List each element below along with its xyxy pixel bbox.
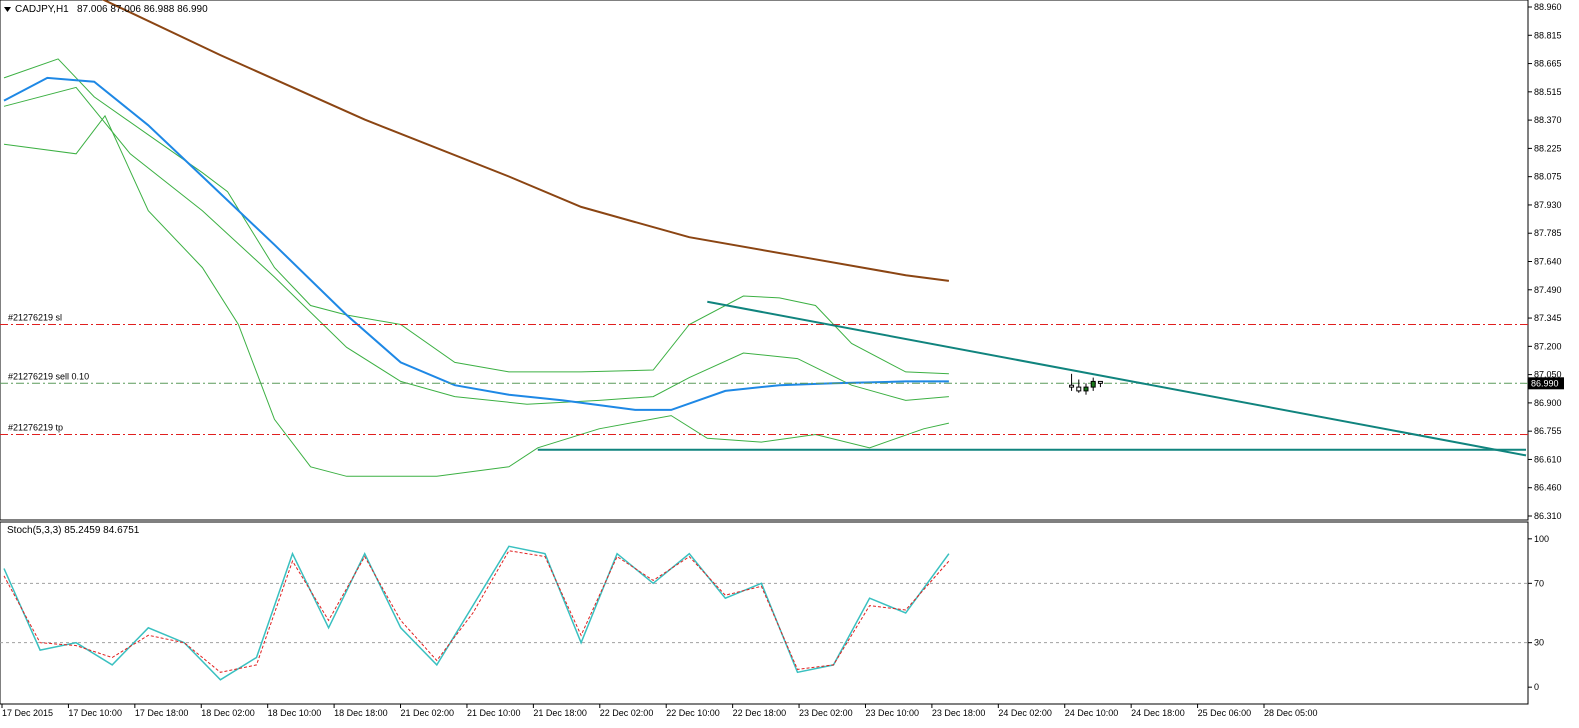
x-tick-label: 17 Dec 2015 xyxy=(2,708,53,718)
y-tick-label: 88.370 xyxy=(1534,115,1562,125)
slow-moving-average xyxy=(101,0,950,282)
x-tick-label: 24 Dec 10:00 xyxy=(1065,708,1119,718)
y-tick-label: 88.960 xyxy=(1534,2,1562,12)
y-axis-ticks: 88.960 88.815 88.665 88.515 88.370 88.225 88.0… xyxy=(1528,2,1562,521)
x-axis-ticks: 17 Dec 2015 17 Dec 10:00 17 Dec 18:00 18 De… xyxy=(1,704,1318,718)
x-tick-label: 18 Dec 02:00 xyxy=(201,708,255,718)
y-tick-label: 87.345 xyxy=(1534,313,1562,323)
order-levels: #21276219 sl #21276219 sell 0.10 #21276219… xyxy=(0,313,1528,436)
x-tick-label: 22 Dec 18:00 xyxy=(733,708,787,718)
candle-body xyxy=(1090,380,1096,388)
y-tick-label: 87.930 xyxy=(1534,200,1562,210)
level-label: #21276219 tp xyxy=(8,423,63,433)
ohlc-header: 87.006 87.006 86.988 86.990 xyxy=(77,4,208,15)
dropdown-triangle-icon[interactable] xyxy=(4,7,11,12)
x-tick-label: 23 Dec 10:00 xyxy=(865,708,919,718)
descending-trendline xyxy=(707,300,1527,457)
x-tick-label: 23 Dec 02:00 xyxy=(799,708,853,718)
bollinger-middle xyxy=(3,86,949,405)
y-tick-label: 87.785 xyxy=(1534,228,1562,238)
stoch-panel xyxy=(0,521,1529,705)
level-label: #21276219 sell 0.10 xyxy=(8,371,89,381)
y-tick-label: 88.225 xyxy=(1534,143,1562,153)
x-tick-label: 28 Dec 05:00 xyxy=(1264,708,1318,718)
candle-body xyxy=(1069,384,1075,388)
x-tick-label: 24 Dec 18:00 xyxy=(1131,708,1185,718)
main-panel xyxy=(0,0,1529,521)
x-tick-label: 17 Dec 18:00 xyxy=(135,708,189,718)
y-tick-label: 88.515 xyxy=(1534,87,1562,97)
y-tick-label: 87.490 xyxy=(1534,285,1562,295)
x-tick-label: 24 Dec 02:00 xyxy=(998,708,1052,718)
y-tick-label: 87.640 xyxy=(1534,257,1562,267)
candle-body xyxy=(1083,386,1089,392)
stoch-tick-label: 100 xyxy=(1534,534,1549,544)
y-tick-label: 88.075 xyxy=(1534,172,1562,182)
current-price-badge: 86.990 xyxy=(1528,377,1564,390)
y-tick-label: 86.460 xyxy=(1534,483,1562,493)
bollinger-lower xyxy=(3,114,950,477)
y-tick-label: 87.050 xyxy=(1534,370,1562,380)
x-tick-label: 22 Dec 02:00 xyxy=(600,708,654,718)
x-tick-label: 18 Dec 18:00 xyxy=(334,708,388,718)
stoch-tick-label: 70 xyxy=(1534,578,1544,588)
candles xyxy=(1069,373,1103,395)
stoch-tick-label: 0 xyxy=(1534,682,1539,692)
bollinger-upper xyxy=(3,58,949,375)
y-tick-label: 86.900 xyxy=(1534,398,1562,408)
candle-body xyxy=(1097,380,1103,384)
bollinger-bands xyxy=(3,58,950,477)
x-tick-label: 18 Dec 10:00 xyxy=(268,708,322,718)
level-label: #21276219 sl xyxy=(8,313,62,323)
y-tick-label: 87.200 xyxy=(1534,341,1562,351)
x-tick-label: 23 Dec 18:00 xyxy=(932,708,986,718)
y-tick-label: 86.310 xyxy=(1534,511,1562,521)
x-tick-label: 21 Dec 10:00 xyxy=(467,708,521,718)
fast-moving-average xyxy=(3,76,949,411)
y-tick-label: 86.610 xyxy=(1534,454,1562,464)
stoch-d-line xyxy=(3,550,950,673)
symbol-header: CADJPY,H1 87.006 87.006 86.988 86.990 xyxy=(4,4,208,15)
y-tick-label: 86.755 xyxy=(1534,426,1562,436)
symbol-label: CADJPY,H1 xyxy=(15,4,69,15)
stoch-tick-label: 30 xyxy=(1534,638,1544,648)
stochastic xyxy=(0,545,1528,681)
trendlines xyxy=(537,300,1527,457)
moving-averages xyxy=(3,0,950,411)
stoch-y-ticks: 100 70 30 0 xyxy=(1528,534,1549,692)
stoch-label: Stoch(5,3,3) 85.2459 84.6751 xyxy=(7,525,140,536)
x-tick-label: 22 Dec 10:00 xyxy=(666,708,720,718)
current-price-label: 86.990 xyxy=(1531,378,1559,388)
x-tick-label: 25 Dec 06:00 xyxy=(1198,708,1252,718)
y-tick-label: 88.665 xyxy=(1534,59,1562,69)
candle-body xyxy=(1076,386,1082,392)
x-tick-label: 21 Dec 18:00 xyxy=(533,708,587,718)
x-tick-label: 21 Dec 02:00 xyxy=(401,708,455,718)
y-tick-label: 88.815 xyxy=(1534,30,1562,40)
x-tick-label: 17 Dec 10:00 xyxy=(68,708,122,718)
